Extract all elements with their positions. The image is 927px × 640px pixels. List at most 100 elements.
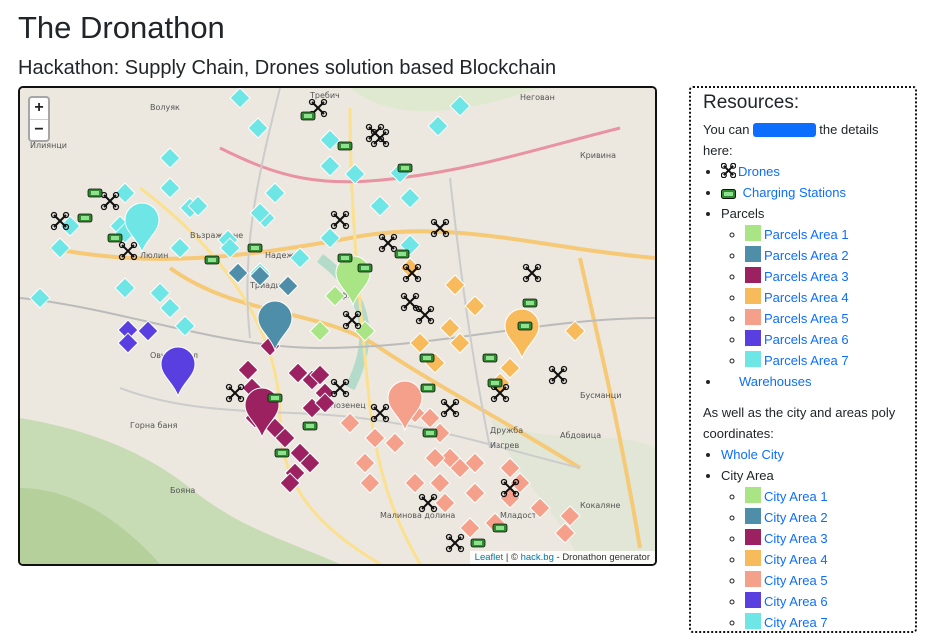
- drone-marker[interactable]: [400, 292, 420, 312]
- parcel-marker[interactable]: [169, 237, 191, 259]
- parcel-marker[interactable]: [509, 472, 531, 494]
- parcel-marker[interactable]: [187, 195, 209, 217]
- parcel-marker[interactable]: [324, 285, 346, 307]
- parcel-marker[interactable]: [149, 282, 171, 304]
- parcel-marker[interactable]: [174, 315, 196, 337]
- parcel-marker[interactable]: [464, 482, 486, 504]
- parcel-marker[interactable]: [427, 115, 449, 137]
- parcel-marker[interactable]: [384, 432, 406, 454]
- parcel-marker[interactable]: [249, 202, 271, 224]
- parcel-marker[interactable]: [159, 177, 181, 199]
- parcel-marker[interactable]: [499, 357, 521, 379]
- drone-marker[interactable]: [50, 211, 70, 231]
- parcel-marker[interactable]: [237, 359, 259, 381]
- leaflet-link[interactable]: Leaflet: [474, 552, 504, 563]
- parcel-marker[interactable]: [117, 332, 139, 354]
- parcel-marker[interactable]: [319, 155, 341, 177]
- warehouses-link[interactable]: Warehouses: [739, 374, 812, 389]
- drone-marker[interactable]: [500, 478, 520, 498]
- parcel-marker[interactable]: [59, 215, 81, 237]
- parcel-marker[interactable]: [277, 275, 299, 297]
- drone-marker[interactable]: [330, 378, 350, 398]
- drone-marker[interactable]: [402, 263, 422, 283]
- drone-marker[interactable]: [378, 233, 398, 253]
- parcel-marker[interactable]: [339, 412, 361, 434]
- city-area-4-link[interactable]: City Area 4: [764, 552, 828, 567]
- charging-station-marker[interactable]: [247, 243, 263, 253]
- parcel-marker[interactable]: [424, 447, 446, 469]
- parcel-marker[interactable]: [409, 332, 431, 354]
- parcel-marker[interactable]: [359, 472, 381, 494]
- city-area-3-link[interactable]: City Area 3: [764, 531, 828, 546]
- charging-station-marker[interactable]: [302, 421, 318, 431]
- drone-marker[interactable]: [415, 305, 435, 325]
- charging-station-marker[interactable]: [482, 353, 498, 363]
- parcel-marker[interactable]: [274, 427, 296, 449]
- charging-station-marker[interactable]: [470, 538, 486, 548]
- charging-station-marker[interactable]: [397, 163, 413, 173]
- parcel-area-6-link[interactable]: Parcels Area 6: [764, 332, 849, 347]
- parcel-area-1-link[interactable]: Parcels Area 1: [764, 227, 849, 242]
- drone-marker[interactable]: [445, 533, 465, 553]
- parcel-marker[interactable]: [559, 505, 581, 527]
- charging-station-marker[interactable]: [77, 213, 93, 223]
- parcel-marker[interactable]: [117, 319, 139, 341]
- parcel-marker[interactable]: [159, 147, 181, 169]
- parcel-marker[interactable]: [369, 195, 391, 217]
- parcel-marker[interactable]: [247, 117, 269, 139]
- parcel-marker[interactable]: [159, 297, 181, 319]
- parcel-marker[interactable]: [564, 320, 586, 342]
- charging-station-marker[interactable]: [87, 188, 103, 198]
- drone-marker[interactable]: [548, 365, 568, 385]
- parcel-marker[interactable]: [114, 182, 136, 204]
- parcel-marker[interactable]: [554, 522, 576, 544]
- download-all-button[interactable]: download all: [753, 123, 816, 137]
- parcel-area-5-link[interactable]: Parcels Area 5: [764, 311, 849, 326]
- charging-station-marker[interactable]: [274, 448, 290, 458]
- drone-marker[interactable]: [330, 210, 350, 230]
- charging-stations-link[interactable]: Charging Stations: [742, 185, 846, 200]
- parcel-marker[interactable]: [429, 422, 451, 444]
- parcel-marker[interactable]: [419, 407, 441, 429]
- parcel-marker[interactable]: [249, 265, 271, 287]
- parcel-marker[interactable]: [219, 237, 241, 259]
- parcel-marker[interactable]: [314, 392, 336, 414]
- map-canvas[interactable]: Волуяк Требич Негован Илиянци Бусманци Абдови…: [20, 88, 655, 564]
- parcel-marker[interactable]: [429, 472, 451, 494]
- drone-marker[interactable]: [370, 403, 390, 423]
- charging-station-marker[interactable]: [492, 523, 508, 533]
- parcel-marker[interactable]: [229, 88, 251, 109]
- parcel-marker[interactable]: [114, 277, 136, 299]
- parcel-marker[interactable]: [354, 452, 376, 474]
- charging-station-marker[interactable]: [522, 298, 538, 308]
- drone-marker[interactable]: [440, 398, 460, 418]
- hackbg-link[interactable]: hack.bg: [520, 552, 554, 563]
- parcel-marker[interactable]: [344, 163, 366, 185]
- city-area-2-link[interactable]: City Area 2: [764, 510, 828, 525]
- drones-link[interactable]: Drones: [738, 164, 780, 179]
- charging-station-marker[interactable]: [394, 249, 410, 259]
- charging-station-marker[interactable]: [204, 255, 220, 265]
- city-area-7-link[interactable]: City Area 7: [764, 615, 828, 630]
- parcel-area-4-link[interactable]: Parcels Area 4: [764, 290, 849, 305]
- charging-station-marker[interactable]: [337, 141, 353, 151]
- parcel-marker[interactable]: [404, 472, 426, 494]
- city-area-6-link[interactable]: City Area 6: [764, 594, 828, 609]
- parcel-area-2-link[interactable]: Parcels Area 2: [764, 248, 849, 263]
- parcel-marker[interactable]: [137, 320, 159, 342]
- parcel-marker[interactable]: [309, 320, 331, 342]
- warehouse-marker[interactable]: [124, 202, 160, 254]
- city-area-1-link[interactable]: City Area 1: [764, 489, 828, 504]
- charging-station-marker[interactable]: [267, 393, 283, 403]
- drone-marker[interactable]: [342, 310, 362, 330]
- parcel-marker[interactable]: [464, 295, 486, 317]
- warehouse-marker[interactable]: [504, 308, 540, 360]
- charging-station-marker[interactable]: [420, 383, 436, 393]
- parcel-marker[interactable]: [444, 274, 466, 296]
- drone-marker[interactable]: [118, 241, 138, 261]
- charging-station-marker[interactable]: [107, 233, 123, 243]
- charging-station-marker[interactable]: [300, 111, 316, 121]
- parcel-marker[interactable]: [459, 517, 481, 539]
- parcel-marker[interactable]: [299, 452, 321, 474]
- parcel-marker[interactable]: [464, 452, 486, 474]
